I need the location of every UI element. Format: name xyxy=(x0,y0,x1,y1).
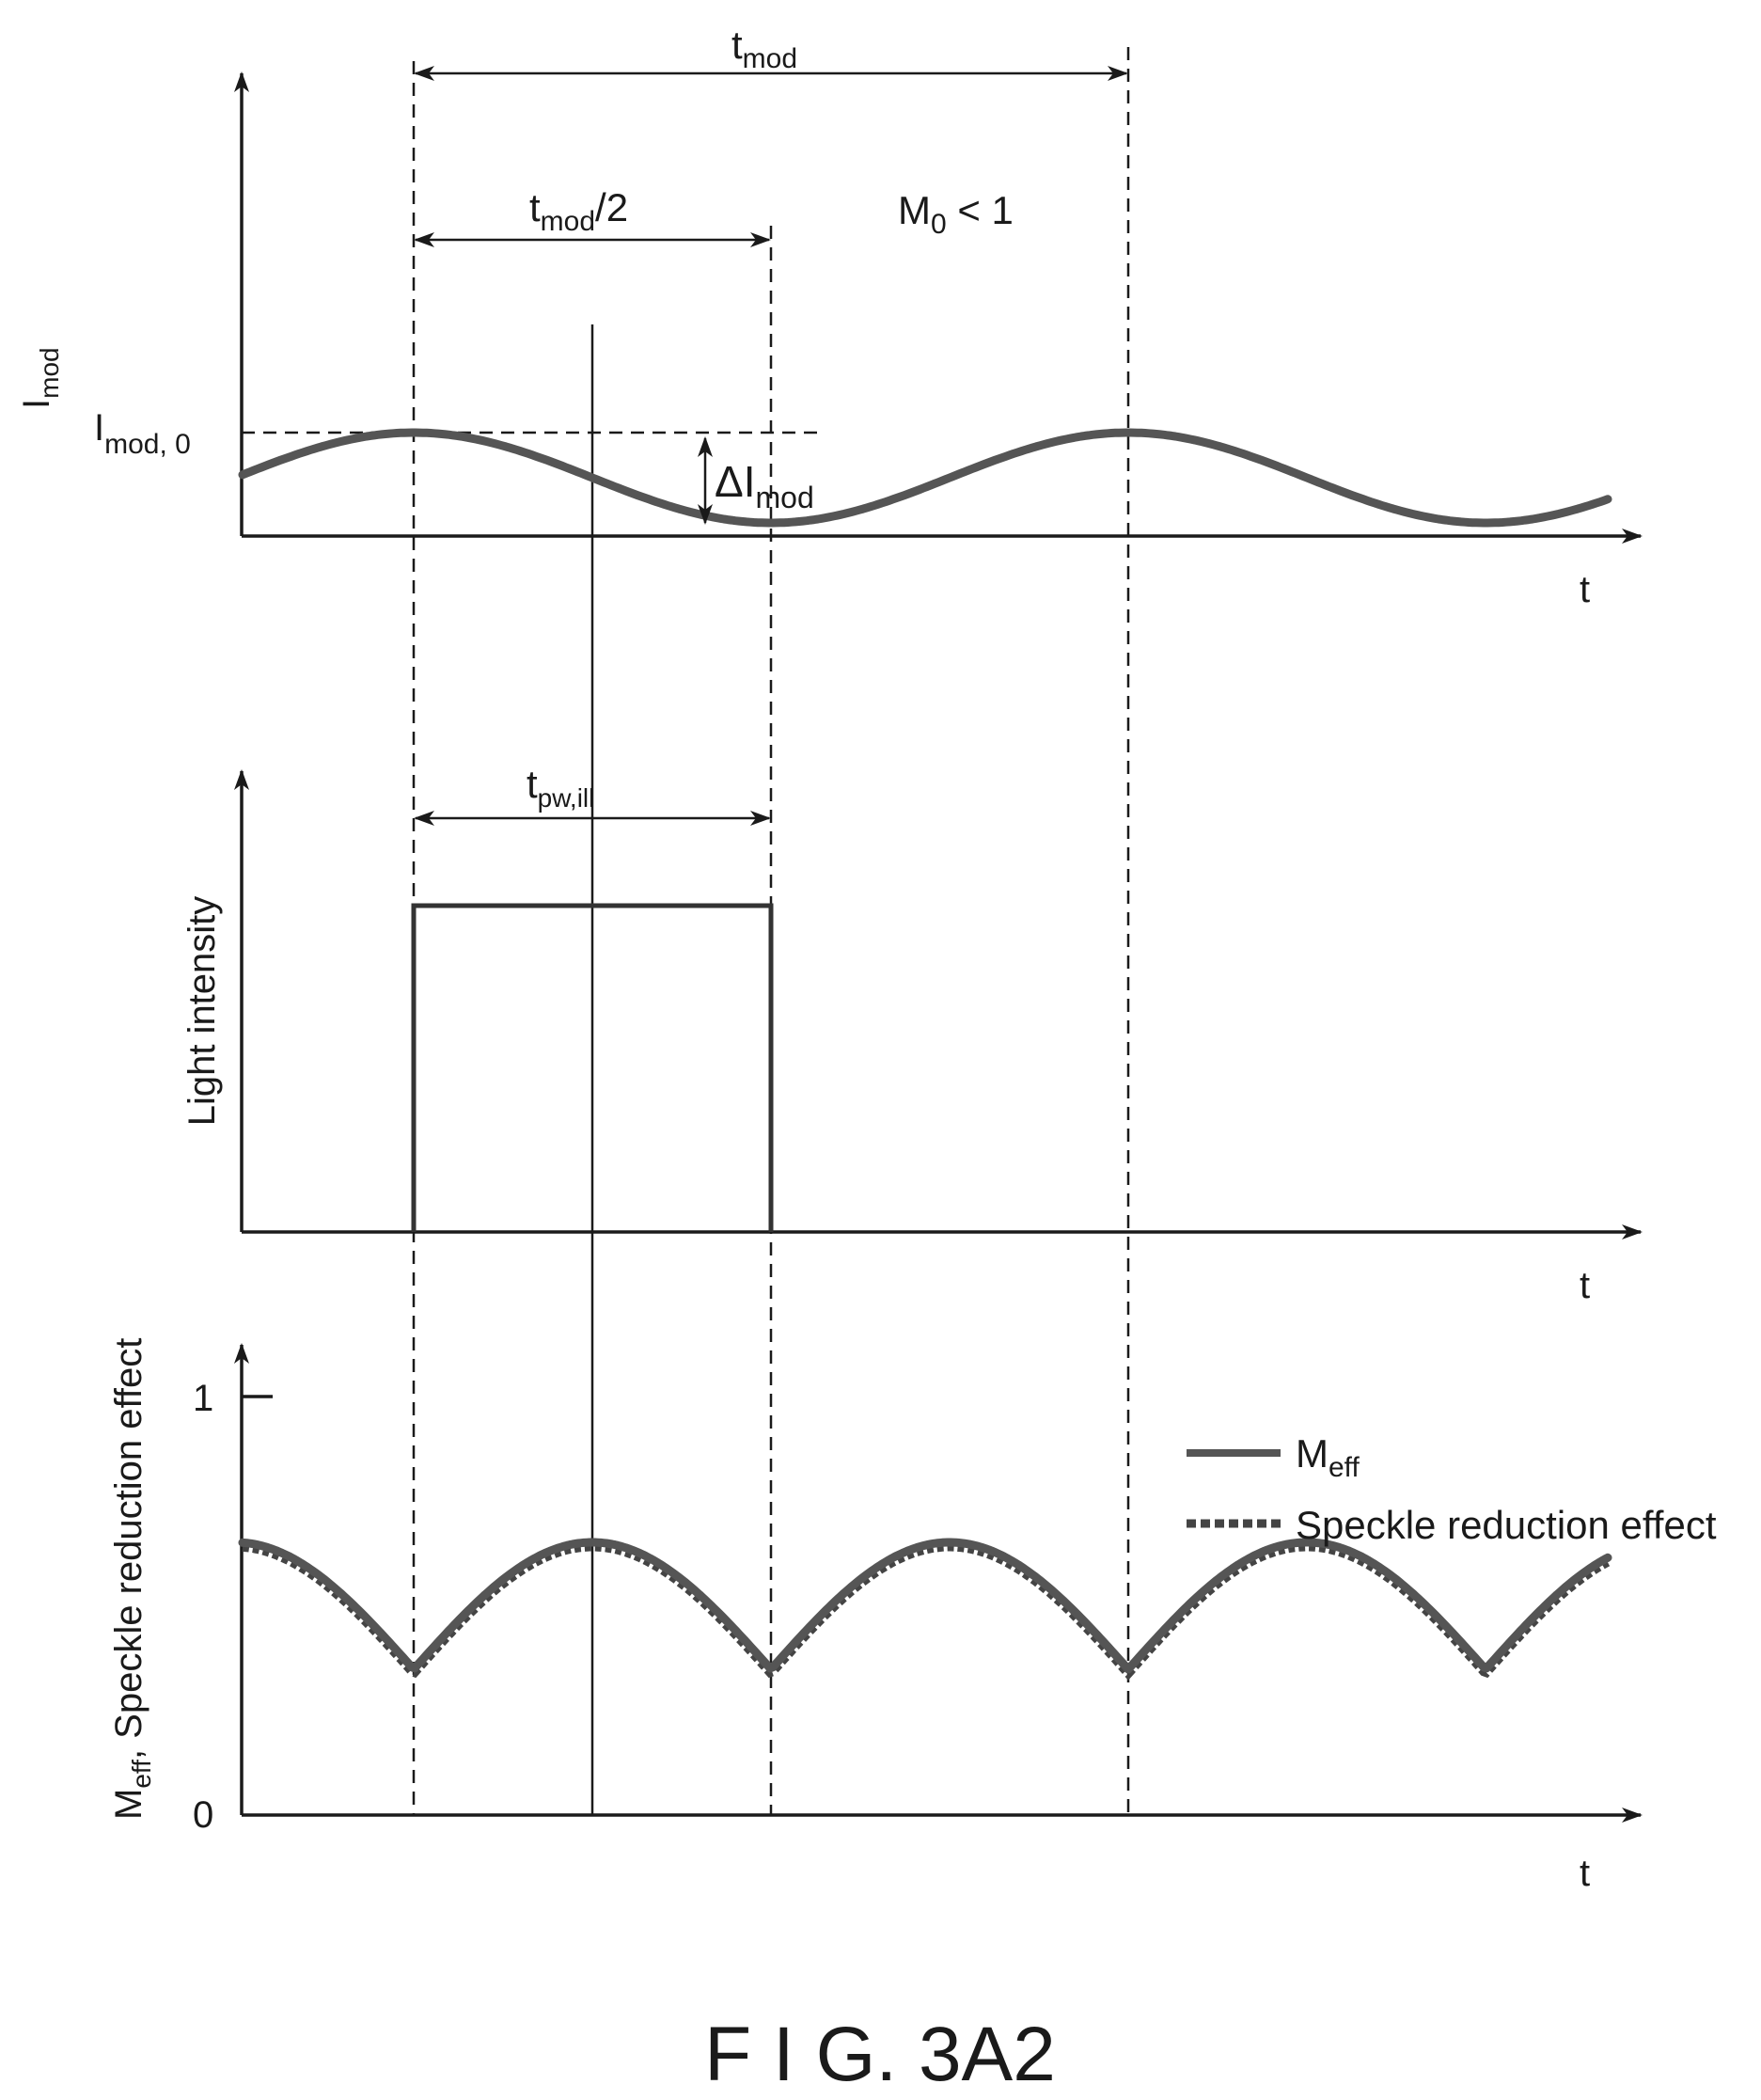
modulation-curve xyxy=(238,428,1612,528)
illumination-pulse xyxy=(411,903,774,1232)
panel-bottom: 1 0 Meff, Speckle reduction effect Meff … xyxy=(108,1338,1717,1894)
mid-ylabel: Light intensity xyxy=(181,896,223,1127)
speckle-reduction-curve xyxy=(242,1542,1611,1681)
delta-label: ΔImod xyxy=(715,457,814,514)
tick-0-label: 0 xyxy=(193,1794,213,1836)
mid-xlabel: t xyxy=(1580,1265,1590,1306)
bottom-xlabel: t xyxy=(1580,1853,1590,1894)
top-xlabel: t xyxy=(1580,569,1590,610)
thalf-label: tmod/2 xyxy=(529,185,628,237)
legend-speckle-label: Speckle reduction effect xyxy=(1296,1503,1717,1547)
meff-curve xyxy=(238,1538,1612,1674)
panel-mid: Light intensity tpw,ill t xyxy=(181,762,1643,1306)
level-label: Imod, 0 xyxy=(94,407,191,460)
m0-label: M0 < 1 xyxy=(898,188,1014,240)
legend-meff-label: Meff xyxy=(1296,1431,1360,1483)
figure-caption: F I G. 3A2 xyxy=(704,2012,1056,2097)
legend: Meff Speckle reduction effect xyxy=(1187,1431,1717,1547)
tpw-label: tpw,ill xyxy=(527,762,594,813)
top-ylabel: Imod xyxy=(16,347,64,409)
bottom-ylabel: Meff, Speckle reduction effect xyxy=(108,1338,156,1820)
tick-1-label: 1 xyxy=(193,1378,213,1419)
tmod-label: tmod xyxy=(731,23,797,74)
panel-top: Imod Imod, 0 ΔImod tmod tmod/2 M0 < 1 t xyxy=(16,23,1643,610)
